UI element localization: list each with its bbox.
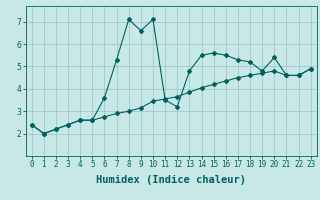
X-axis label: Humidex (Indice chaleur): Humidex (Indice chaleur) [96, 175, 246, 185]
